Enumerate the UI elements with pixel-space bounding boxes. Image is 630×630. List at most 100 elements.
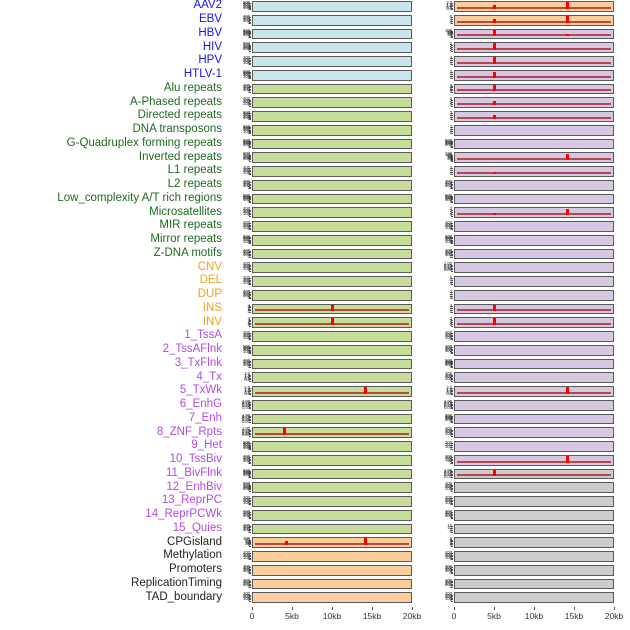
- track-panel-left: [252, 28, 412, 40]
- y-axis-ticks-left: 5004003002001000: [230, 344, 251, 356]
- track-label-a-phased-repeats: A-Phased repeats: [129, 95, 222, 108]
- track-panel-right: [454, 564, 614, 576]
- track-panel-left: [252, 276, 412, 287]
- y-tick-label: 200: [444, 498, 452, 504]
- track-label-mirror-repeats: Mirror repeats: [150, 233, 222, 246]
- y-axis-ticks-left: 2.0 1.5 1.0 0.5 0.0: [230, 372, 251, 383]
- y-tick-mark: [249, 264, 251, 266]
- panel-background: [454, 482, 614, 493]
- y-tick-label: 0: [450, 529, 453, 535]
- y-tick-label: 0: [248, 62, 251, 67]
- panel-background: [252, 152, 412, 163]
- y-tick-mark: [451, 559, 453, 561]
- y-tick-mark: [249, 472, 251, 474]
- y-tick-mark: [249, 489, 251, 491]
- y-tick-label: 500: [242, 192, 250, 198]
- track-panel-left: [252, 138, 412, 150]
- y-tick-label: 0: [248, 20, 251, 26]
- y-tick-label: 0: [248, 598, 251, 603]
- track-panel-left: [252, 454, 412, 466]
- y-tick-label: 0: [450, 144, 453, 150]
- y-tick-label: 3: [450, 207, 453, 212]
- y-axis-ticks-right: 1.00 0.75 0.50 0.25 0.00: [432, 468, 453, 480]
- y-tick-label: 100: [242, 472, 250, 478]
- y-tick-label: 200: [242, 141, 250, 147]
- track-panel-left: [252, 289, 412, 301]
- y-tick-label: 200: [444, 553, 452, 559]
- panel-baseline: [255, 391, 409, 394]
- track-panel-left: [252, 523, 412, 535]
- y-tick-mark: [451, 99, 453, 101]
- y-tick-label: 100: [242, 183, 250, 189]
- y-tick-label: 1: [450, 73, 453, 79]
- y-tick-label: 1: [450, 169, 453, 175]
- y-tick-label: 300: [444, 331, 452, 337]
- y-tick-label: 300: [242, 180, 250, 186]
- y-tick-mark: [451, 224, 453, 226]
- y-tick-mark: [249, 9, 251, 11]
- y-tick-label: 100: [444, 197, 452, 203]
- y-tick-mark: [249, 59, 251, 61]
- y-axis-ticks-left: 5004003002001000: [230, 138, 251, 150]
- y-tick-mark: [249, 32, 251, 34]
- x-tick-label: 20kb: [402, 611, 422, 621]
- y-tick-label: 400: [242, 13, 250, 19]
- panel-background: [454, 276, 614, 287]
- y-tick-label: 400: [444, 138, 452, 144]
- y-axis-ticks-right: 1.00 0.75 0.50 0.25 0.00: [432, 399, 453, 411]
- y-tick-label: 60: [447, 29, 452, 35]
- y-tick-mark: [451, 365, 453, 367]
- track-panel-left: [252, 482, 412, 493]
- y-tick-label: 300: [444, 482, 452, 488]
- y-tick-mark: [249, 403, 251, 405]
- y-tick-mark: [451, 571, 453, 573]
- y-tick-mark: [249, 295, 251, 297]
- y-tick-label: 400: [242, 275, 250, 280]
- y-tick-label: 100: [444, 582, 452, 588]
- track-label-alu-repeats: Alu repeats: [163, 81, 222, 94]
- panel-background: [454, 193, 614, 205]
- y-tick-label: 400: [242, 124, 250, 130]
- data-spike: [565, 15, 569, 23]
- y-tick-label: 40: [245, 539, 250, 545]
- y-axis-ticks-left: 5004003002001000: [230, 468, 251, 480]
- y-tick-mark: [249, 594, 251, 596]
- y-tick-label: 300: [242, 592, 250, 598]
- y-tick-label: 300: [444, 139, 452, 145]
- y-tick-label: 300: [444, 510, 452, 516]
- y-tick-mark: [249, 3, 251, 5]
- y-tick-mark: [249, 174, 251, 176]
- y-tick-mark: [451, 266, 453, 268]
- y-tick-mark: [451, 215, 453, 217]
- panel-background: [454, 152, 614, 163]
- y-tick-mark: [451, 348, 453, 350]
- x-tick-mark: [614, 607, 615, 610]
- y-tick-label: 100: [242, 348, 250, 354]
- y-tick-mark: [249, 488, 251, 490]
- y-axis-ticks-right: 43210: [432, 83, 453, 95]
- panel-baseline: [457, 323, 611, 325]
- y-tick-label: 100: [242, 224, 250, 230]
- y-tick-mark: [249, 87, 251, 89]
- y-tick-label: 300: [242, 71, 250, 77]
- y-tick-mark: [451, 44, 453, 46]
- y-tick-label: 300: [444, 236, 452, 242]
- y-tick-mark: [451, 391, 453, 393]
- y-tick-mark: [249, 444, 251, 446]
- y-tick-label: 400: [242, 96, 250, 102]
- panel-background: [252, 564, 412, 576]
- y-tick-mark: [451, 58, 453, 60]
- y-tick-mark: [451, 155, 453, 157]
- y-tick-mark: [451, 435, 453, 437]
- y-tick-mark: [249, 498, 251, 500]
- panel-background: [252, 28, 412, 40]
- y-tick-label: 500: [242, 0, 250, 5]
- y-tick-label: 100: [242, 100, 250, 106]
- track-label-replicationtiming: ReplicationTiming: [131, 576, 222, 589]
- y-tick-label: 0: [450, 254, 453, 260]
- y-tick-mark: [451, 392, 453, 394]
- y-tick-mark: [249, 30, 251, 32]
